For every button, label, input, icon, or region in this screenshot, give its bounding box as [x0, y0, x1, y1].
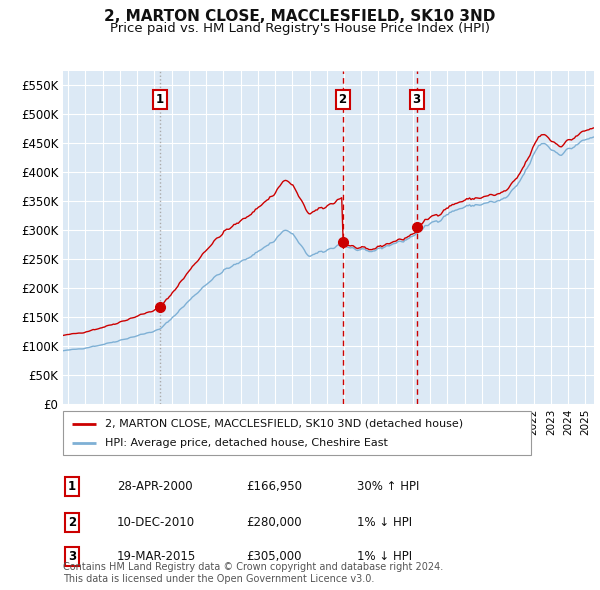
Text: 19-MAR-2015: 19-MAR-2015: [117, 550, 196, 563]
Text: 10-DEC-2010: 10-DEC-2010: [117, 516, 195, 529]
Text: 30% ↑ HPI: 30% ↑ HPI: [357, 480, 419, 493]
FancyBboxPatch shape: [63, 411, 531, 455]
Text: 28-APR-2000: 28-APR-2000: [117, 480, 193, 493]
Text: HPI: Average price, detached house, Cheshire East: HPI: Average price, detached house, Ches…: [105, 438, 388, 448]
Text: £166,950: £166,950: [246, 480, 302, 493]
Text: 3: 3: [68, 550, 76, 563]
Text: 1% ↓ HPI: 1% ↓ HPI: [357, 550, 412, 563]
Text: £280,000: £280,000: [246, 516, 302, 529]
Text: 2: 2: [338, 93, 347, 106]
Text: 3: 3: [413, 93, 421, 106]
Text: £305,000: £305,000: [246, 550, 302, 563]
Text: 1: 1: [68, 480, 76, 493]
Text: 2, MARTON CLOSE, MACCLESFIELD, SK10 3ND (detached house): 2, MARTON CLOSE, MACCLESFIELD, SK10 3ND …: [105, 419, 463, 428]
Text: 2, MARTON CLOSE, MACCLESFIELD, SK10 3ND: 2, MARTON CLOSE, MACCLESFIELD, SK10 3ND: [104, 9, 496, 24]
Text: 2: 2: [68, 516, 76, 529]
Text: 1% ↓ HPI: 1% ↓ HPI: [357, 516, 412, 529]
Text: 1: 1: [156, 93, 164, 106]
Text: Contains HM Land Registry data © Crown copyright and database right 2024.
This d: Contains HM Land Registry data © Crown c…: [63, 562, 443, 584]
Text: Price paid vs. HM Land Registry's House Price Index (HPI): Price paid vs. HM Land Registry's House …: [110, 22, 490, 35]
